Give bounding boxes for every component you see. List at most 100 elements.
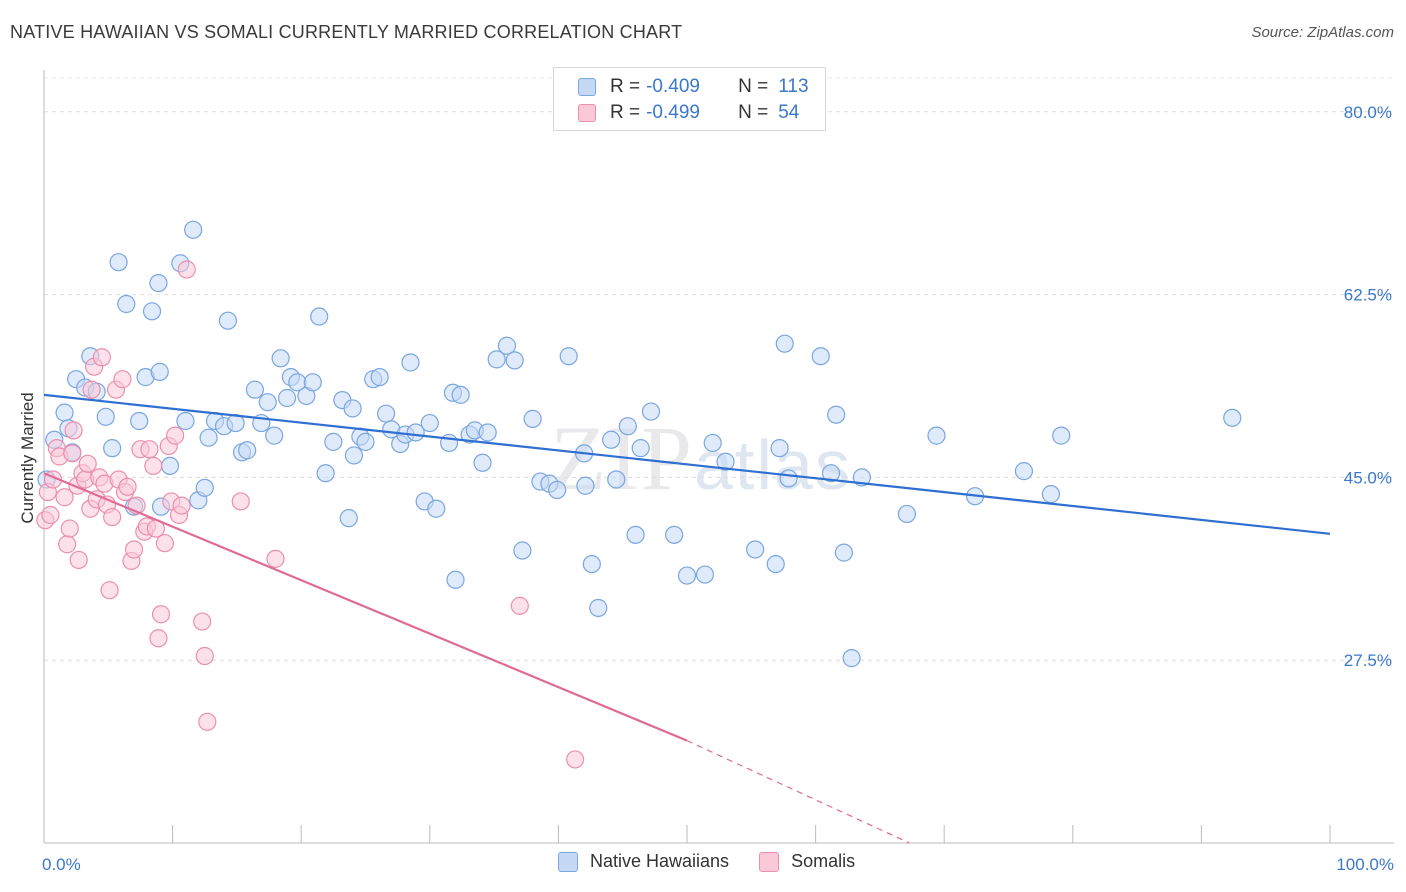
native-hawaiian-point (427, 499, 446, 518)
legend-r-label: R = (610, 102, 641, 123)
native-hawaiian-point (271, 349, 290, 368)
native-hawaiian-point (665, 525, 684, 544)
legend-r-value: -0.499 (646, 102, 700, 123)
native-hawaiian-trendline (43, 393, 1331, 535)
somali-point (166, 426, 185, 445)
native-hawaiian-point (852, 468, 871, 487)
somali-point (113, 370, 132, 389)
somali-point (140, 440, 159, 459)
somali-point (144, 456, 163, 476)
native-hawaiian-point (703, 433, 722, 453)
native-hawaiian-point (238, 441, 257, 460)
native-hawaiian-point (607, 470, 626, 489)
native-hawaiian-point (184, 220, 203, 239)
native-hawaiian-point (497, 336, 517, 355)
somali-trendline-extension (686, 740, 910, 844)
somali-point (82, 380, 101, 399)
somali-point (155, 534, 174, 553)
native-hawaiian-point (821, 464, 841, 483)
somali-point (149, 629, 168, 648)
legend-item-somalis[interactable]: Somalis (759, 851, 855, 872)
native-hawaiian-point (513, 541, 532, 560)
somali-point (193, 612, 212, 631)
native-hawaiian-point (103, 439, 122, 458)
somali-point (63, 444, 82, 463)
native-hawaiian-point (779, 469, 798, 488)
native-hawaiian-point (505, 351, 524, 370)
y-tick-label: 62.5% (1344, 286, 1392, 305)
series-legend: Native Hawaiians Somalis (558, 851, 885, 872)
somali-point (100, 581, 119, 600)
somali-point (172, 496, 191, 515)
somali-point (124, 540, 144, 559)
native-hawaiian-point (576, 476, 595, 495)
somali-point (195, 646, 214, 666)
native-hawaiian-point (487, 350, 506, 369)
native-hawaiian-point (195, 478, 214, 497)
somali-point (231, 492, 250, 511)
y-tick-label: 80.0% (1344, 103, 1392, 122)
somali-point (103, 507, 122, 527)
somali-trendline (43, 472, 688, 742)
legend-n-label: N = (738, 102, 769, 123)
native-hawaiian-point (811, 347, 830, 366)
x-tick-label: 100.0% (1336, 855, 1394, 874)
correlation-legend: R = -0.409 N = 113 R = -0.499 N = 54 (553, 67, 826, 131)
native-hawaiian-point (1223, 408, 1242, 427)
native-hawaiian-point (641, 402, 661, 421)
native-hawaiian-point (406, 423, 425, 442)
x-tick-label: 0.0% (42, 855, 81, 874)
y-tick-label: 45.0% (1344, 468, 1392, 487)
native-hawaiian-point (1052, 426, 1071, 445)
source-label: Source: ZipAtlas.com (1251, 24, 1394, 41)
native-hawaiian-point (897, 504, 917, 524)
native-hawaiian-point (770, 439, 789, 458)
legend-label-somalis: Somalis (791, 851, 856, 871)
legend-item-native-hawaiians[interactable]: Native Hawaiians (558, 851, 729, 872)
native-hawaiian-point (420, 413, 439, 433)
legend-row-native-hawaiians: R = -0.409 N = 113 (578, 75, 809, 99)
native-hawaiian-point (142, 302, 162, 321)
native-hawaiian-point (376, 404, 396, 423)
native-hawaiian-point (258, 393, 277, 412)
native-hawaiian-point (316, 464, 335, 483)
somali-point (64, 421, 83, 440)
native-hawaiian-point (631, 439, 650, 458)
native-hawaiian-point (303, 373, 322, 392)
native-hawaiian-point (370, 368, 389, 387)
native-hawaiian-point (523, 409, 542, 428)
somali-point (266, 549, 285, 568)
somali-point (55, 488, 74, 507)
native-hawaiian-point (589, 598, 608, 618)
native-hawaiian-point (842, 649, 861, 668)
legend-swatch-blue (578, 78, 596, 96)
legend-n-value: 54 (778, 102, 800, 123)
chart-title: NATIVE HAWAIIAN VS SOMALI CURRENTLY MARR… (10, 22, 683, 42)
native-hawaiian-point (548, 480, 567, 500)
legend-r-label: R = (610, 76, 641, 97)
y-axis-label: Currently Married (18, 392, 37, 523)
native-hawaiian-point (473, 453, 492, 472)
native-hawaiian-point (618, 417, 637, 436)
somali-point (92, 348, 111, 367)
native-hawaiian-point (277, 388, 297, 408)
somali-point (510, 596, 529, 615)
native-hawaiian-point (1014, 462, 1034, 481)
somali-point (69, 550, 88, 570)
native-hawaiian-point (150, 362, 169, 381)
legend-swatch-pink (578, 104, 596, 122)
native-hawaiian-point (559, 347, 578, 366)
native-hawaiian-point (55, 403, 74, 422)
native-hawaiian-point (324, 432, 343, 451)
somali-point (198, 712, 217, 731)
native-hawaiian-point (130, 411, 149, 431)
legend-row-somalis: R = -0.499 N = 54 (578, 101, 799, 125)
native-hawaiian-point (218, 311, 237, 330)
native-hawaiian-point (401, 353, 420, 372)
native-hawaiian-point (343, 399, 362, 418)
native-hawaiian-point (582, 554, 601, 574)
legend-r-value: -0.409 (646, 76, 700, 97)
native-hawaiian-point (149, 273, 168, 293)
native-hawaiian-point (96, 407, 115, 426)
